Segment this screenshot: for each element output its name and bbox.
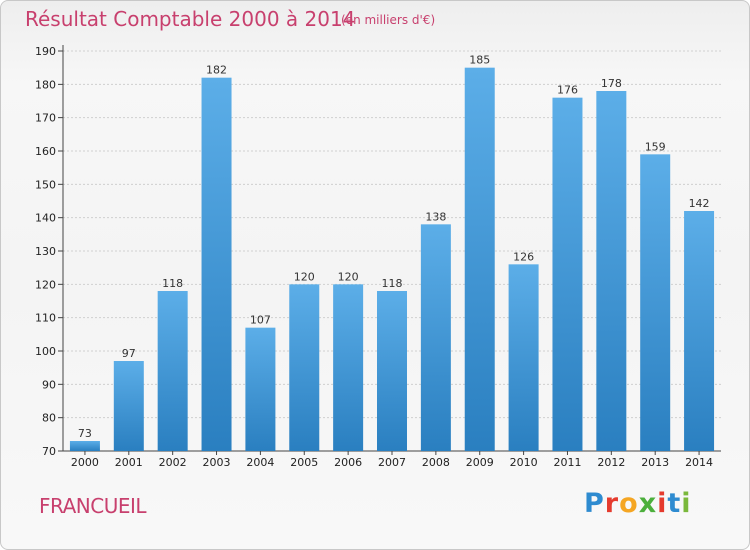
bar-value-label: 185 — [469, 54, 490, 67]
bar — [69, 441, 100, 451]
bar-value-label: 120 — [294, 270, 315, 283]
x-tick-label: 2007 — [378, 456, 406, 469]
bar-value-label: 118 — [162, 277, 183, 290]
x-tick-label: 2010 — [510, 456, 538, 469]
bar — [113, 361, 144, 451]
chart-title: Résultat Comptable 2000 à 2014 — [25, 7, 356, 31]
bar — [420, 224, 451, 451]
y-tick-label: 130 — [35, 245, 56, 258]
bar-value-label: 142 — [689, 197, 710, 210]
y-tick-label: 190 — [35, 45, 56, 58]
y-tick-label: 170 — [35, 112, 56, 125]
bar — [201, 77, 232, 452]
x-tick-label: 2006 — [334, 456, 362, 469]
x-tick-label: 2013 — [641, 456, 669, 469]
bar — [333, 284, 364, 451]
bar-value-label: 178 — [601, 77, 622, 90]
x-tick-label: 2002 — [159, 456, 187, 469]
bar-value-label: 159 — [645, 140, 666, 153]
bar — [289, 284, 320, 451]
x-tick-label: 2000 — [71, 456, 99, 469]
x-tick-label: 2014 — [685, 456, 713, 469]
bar-value-label: 176 — [557, 84, 578, 97]
x-tick-label: 2009 — [466, 456, 494, 469]
x-tick-label: 2011 — [553, 456, 581, 469]
bar — [508, 264, 539, 451]
bar-value-label: 120 — [338, 270, 359, 283]
y-tick-label: 150 — [35, 178, 56, 191]
bar-value-label: 97 — [122, 347, 136, 360]
commune-name: FRANCUEIL — [39, 494, 147, 518]
bar-value-label: 126 — [513, 250, 534, 263]
y-tick-label: 180 — [35, 78, 56, 91]
bar — [640, 154, 671, 452]
bar — [684, 211, 715, 451]
bar — [157, 291, 188, 451]
bar — [464, 67, 495, 452]
y-tick-label: 160 — [35, 145, 56, 158]
bar-value-label: 107 — [250, 314, 271, 327]
x-tick-label: 2012 — [597, 456, 625, 469]
bar-value-label: 73 — [78, 427, 92, 440]
x-tick-label: 2008 — [422, 456, 450, 469]
y-tick-label: 120 — [35, 278, 56, 291]
y-tick-label: 110 — [35, 312, 56, 325]
bar-value-label: 182 — [206, 64, 227, 77]
y-tick-label: 80 — [42, 412, 56, 425]
y-tick-label: 90 — [42, 378, 56, 391]
x-tick-label: 2004 — [246, 456, 274, 469]
y-tick-label: 70 — [42, 445, 56, 458]
bar-value-label: 138 — [425, 210, 446, 223]
x-tick-label: 2005 — [290, 456, 318, 469]
chart-subtitle: (en milliers d'€) — [341, 13, 436, 27]
bar — [245, 327, 276, 451]
proxiti-logo: Proxiti — [584, 488, 692, 519]
bar — [377, 291, 407, 451]
bar — [596, 91, 627, 451]
y-tick-label: 100 — [35, 345, 56, 358]
x-tick-label: 2003 — [203, 456, 231, 469]
x-tick-label: 2001 — [115, 456, 143, 469]
bar — [552, 97, 583, 452]
bar-value-label: 118 — [382, 277, 403, 290]
y-tick-label: 140 — [35, 212, 56, 225]
